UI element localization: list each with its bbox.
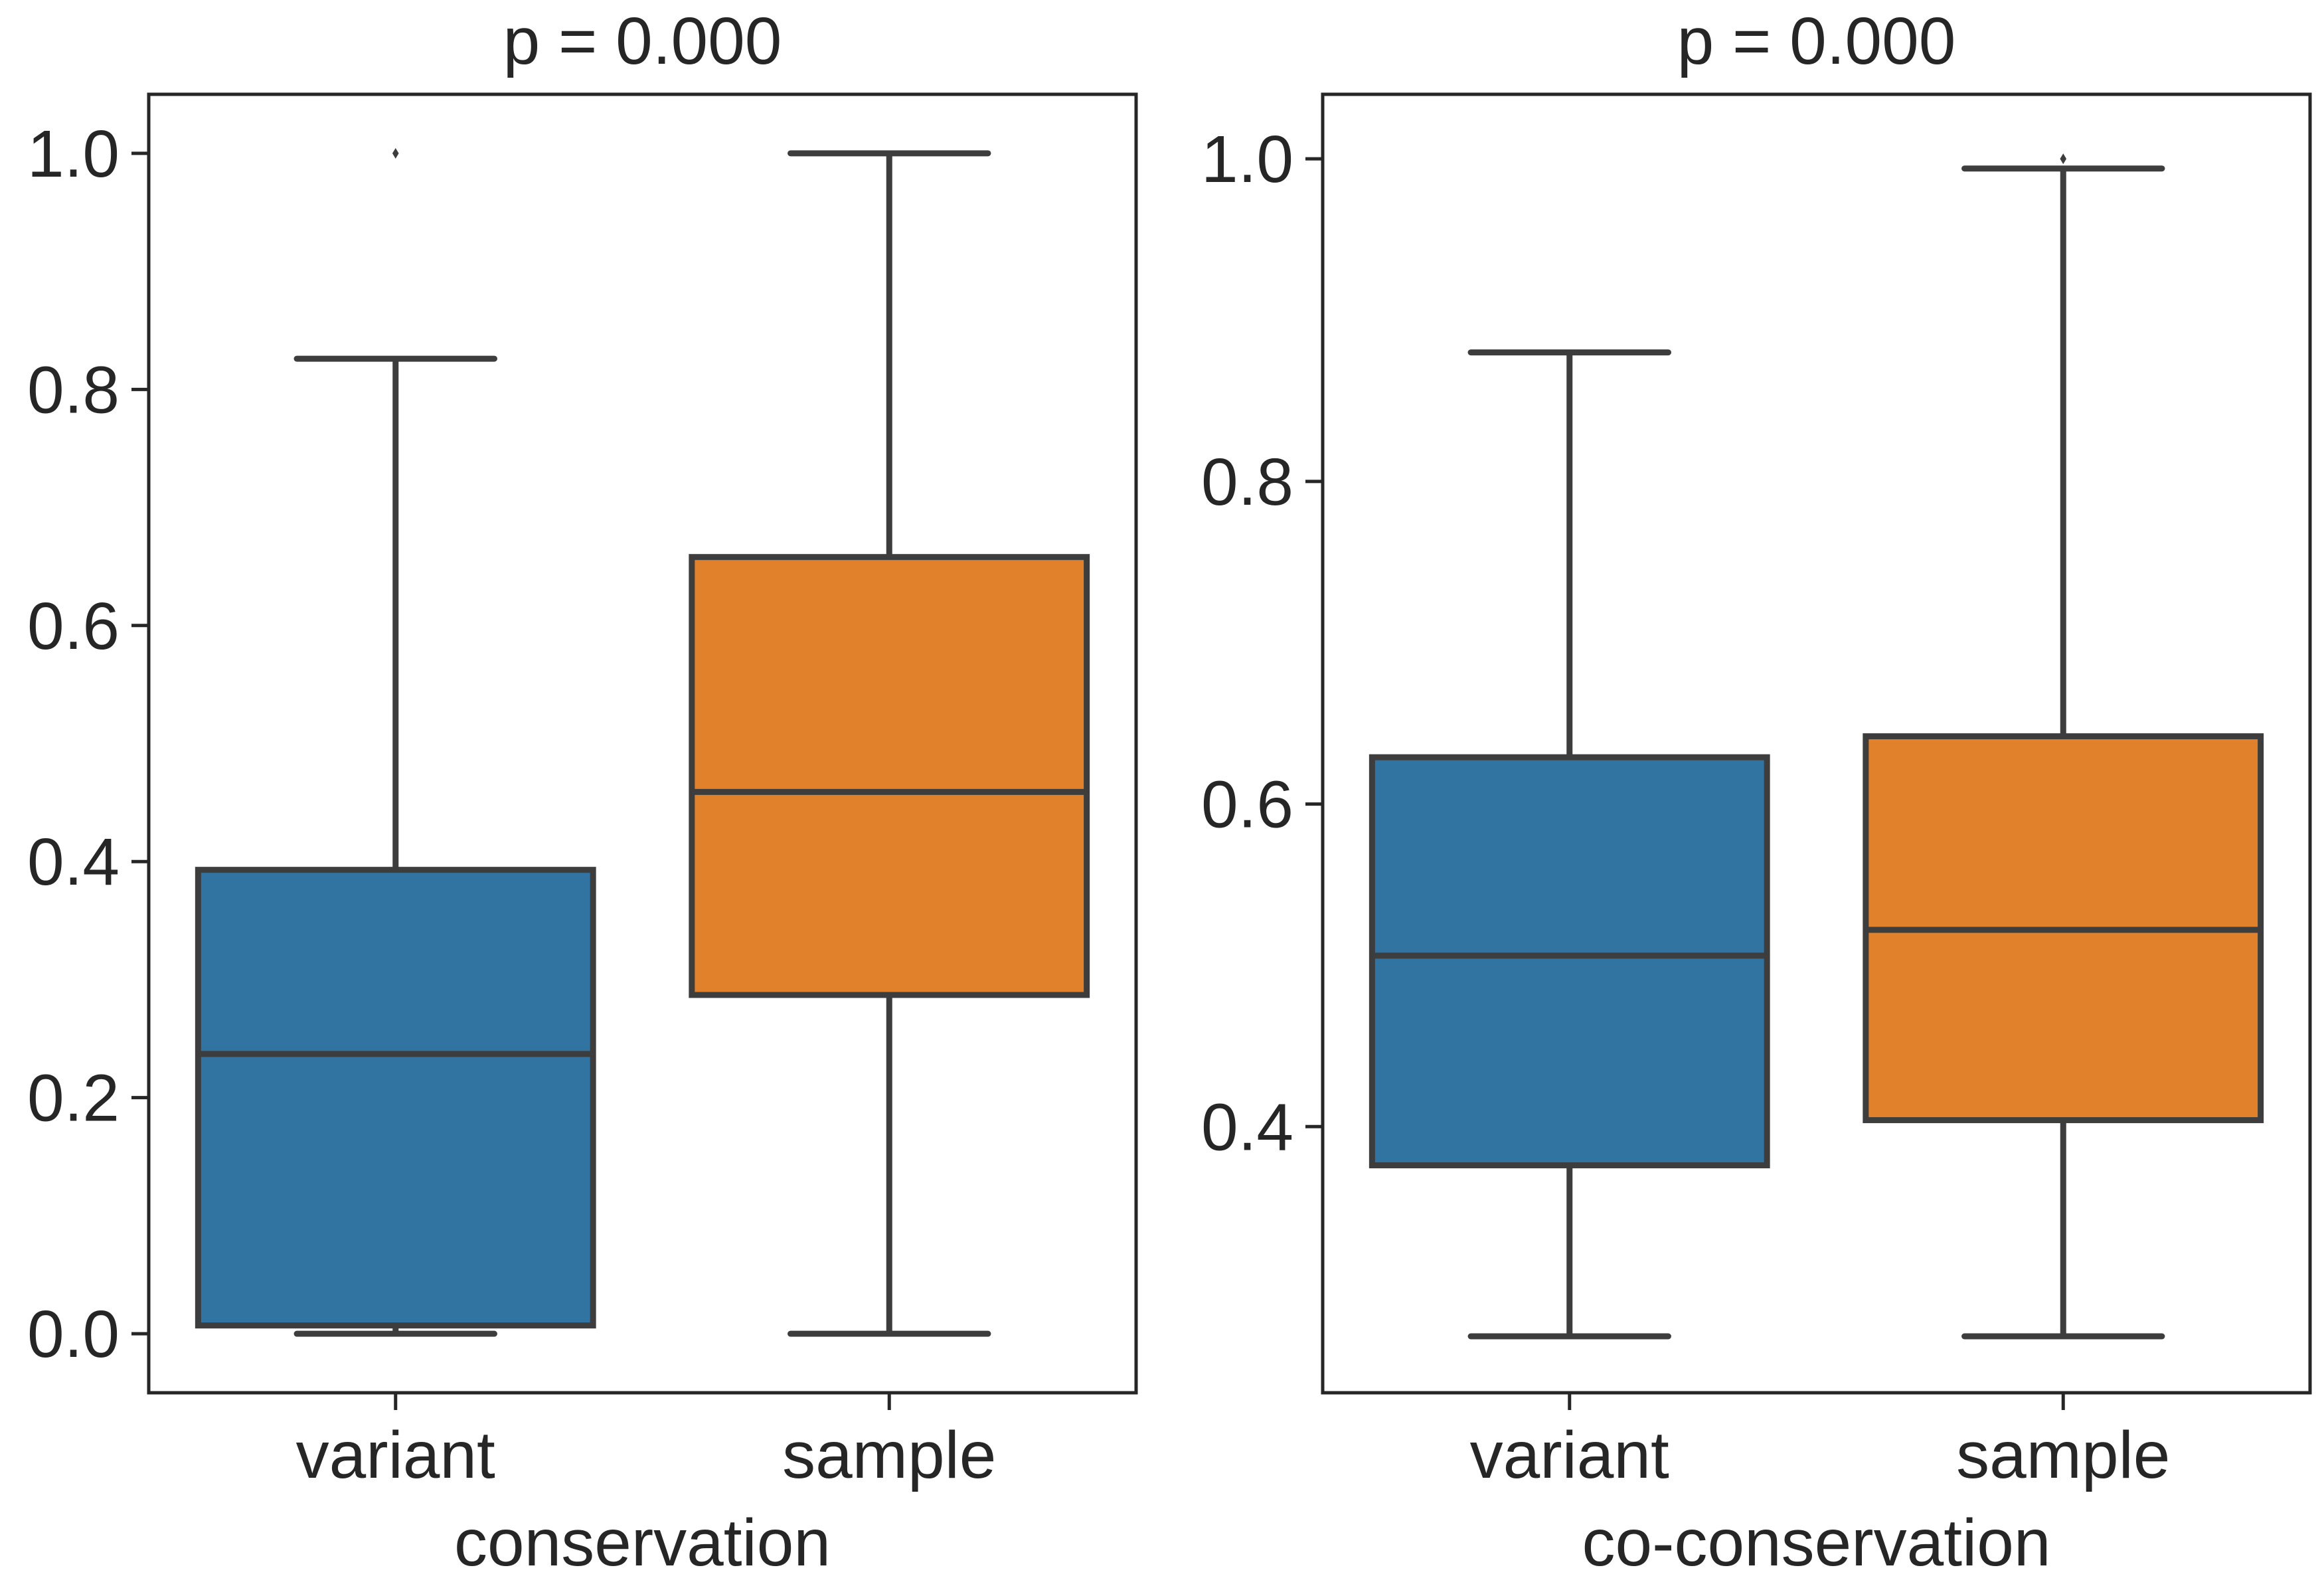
panel-1-ytick-label: 0.6 xyxy=(27,589,120,664)
panel-2-variant-box xyxy=(1369,754,1770,1169)
panel-1-axes-frame xyxy=(147,92,1138,1395)
panel-2-axes-frame xyxy=(1321,92,2312,1395)
panel-1-ytick-label: 0.2 xyxy=(27,1061,120,1136)
panel-2-xtick-label-sample: sample xyxy=(1956,1418,2170,1492)
panel-1-sample-box xyxy=(689,554,1090,998)
panel-2-xlabel: co-conservation xyxy=(1582,1506,2051,1580)
panel-2-title: p = 0.000 xyxy=(1677,4,1956,78)
panel-1-title: p = 0.000 xyxy=(503,4,782,78)
panel-2-sample-outlier xyxy=(2060,153,2067,165)
panel-1-xtick-label-variant: variant xyxy=(296,1418,495,1492)
panel-1-xtick-label-sample: sample xyxy=(782,1418,996,1492)
panel-1-ytick-label: 0.0 xyxy=(27,1297,120,1372)
panel-2-ytick-label: 0.6 xyxy=(1201,768,1293,842)
panel-2-xtick-label-variant: variant xyxy=(1470,1418,1669,1492)
panel-2-ytick-label: 0.4 xyxy=(1201,1090,1293,1164)
panel-1-variant-outlier xyxy=(392,147,399,159)
panel-2-ytick-label: 1.0 xyxy=(1201,122,1293,197)
panel-1-ytick-label: 0.8 xyxy=(27,353,120,427)
panel-1-xlabel: conservation xyxy=(454,1506,831,1580)
panel-1-ytick-label: 0.4 xyxy=(27,825,120,899)
panel-1-variant-box xyxy=(195,867,596,1329)
panel-1-ytick-label: 1.0 xyxy=(27,117,120,191)
panel-2-ytick-label: 0.8 xyxy=(1201,445,1293,519)
